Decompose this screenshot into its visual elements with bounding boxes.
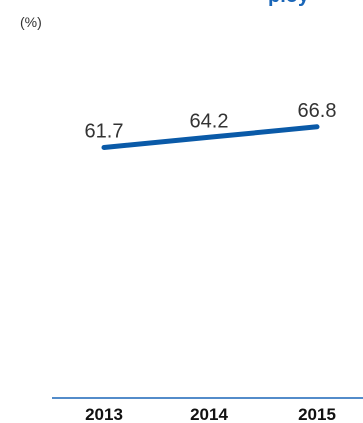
data-label: 66.8 [298,100,337,122]
data-label: 61.7 [85,121,124,143]
chart-title-fragment: ploy [268,0,310,7]
x-tick-label: 2015 [298,405,336,423]
x-tick-label: 2013 [85,405,123,423]
unit-label: (%) [20,14,42,30]
data-label: 64.2 [190,110,229,132]
x-tick-label: 2014 [190,405,228,423]
series-line [101,124,320,150]
